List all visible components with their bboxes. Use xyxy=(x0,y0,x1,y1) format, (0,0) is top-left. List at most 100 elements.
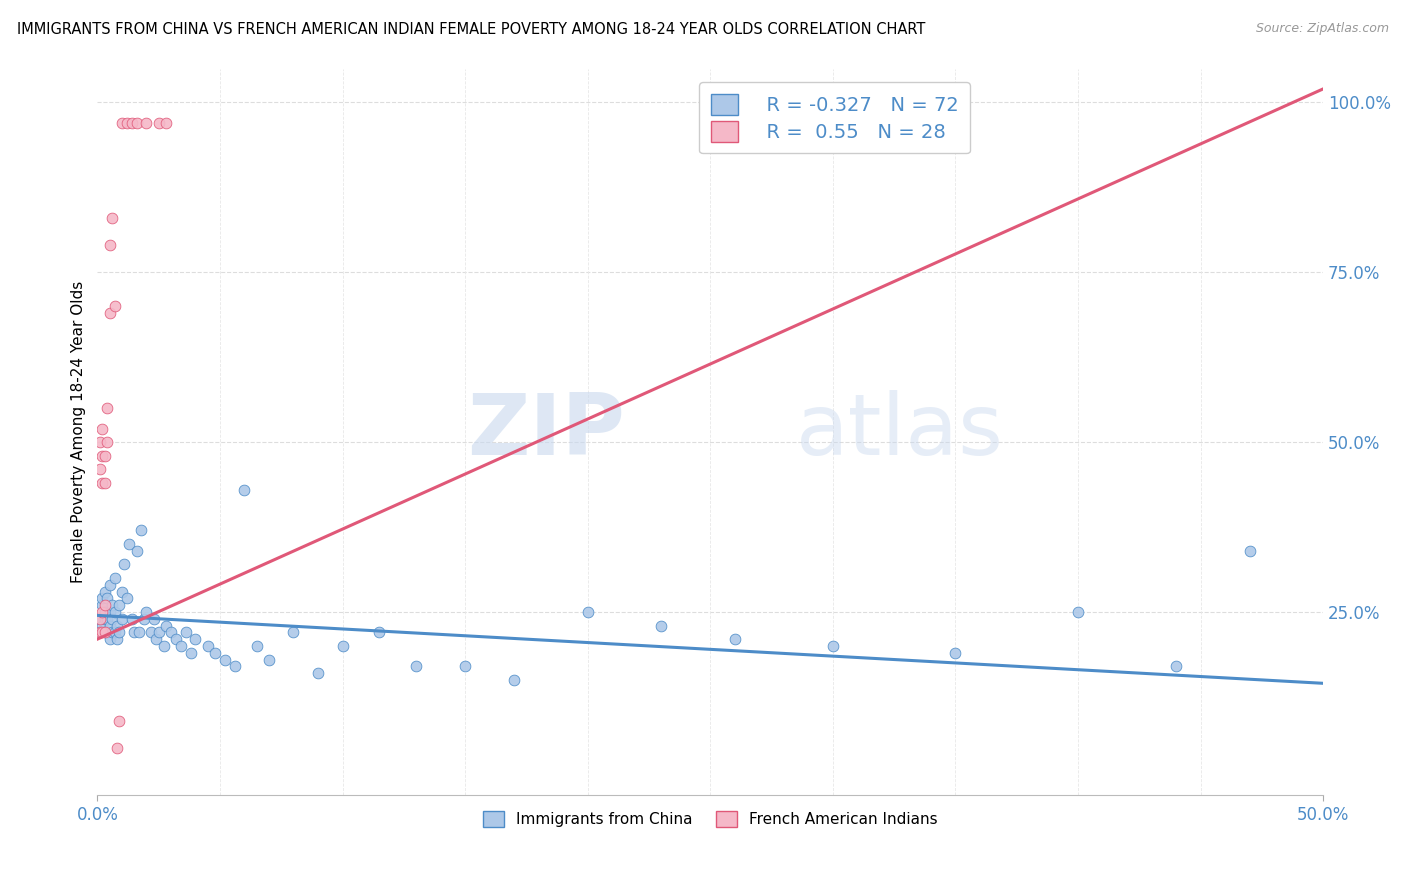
Point xyxy=(101,612,124,626)
Point xyxy=(103,299,125,313)
Point xyxy=(96,435,118,450)
Point xyxy=(91,449,114,463)
Text: ZIP: ZIP xyxy=(467,391,624,474)
Point xyxy=(307,666,329,681)
Point xyxy=(165,632,187,647)
Point xyxy=(89,612,111,626)
Point xyxy=(93,612,115,626)
Point xyxy=(121,116,143,130)
Point xyxy=(503,673,526,687)
Point xyxy=(101,598,124,612)
Text: IMMIGRANTS FROM CHINA VS FRENCH AMERICAN INDIAN FEMALE POVERTY AMONG 18-24 YEAR : IMMIGRANTS FROM CHINA VS FRENCH AMERICAN… xyxy=(17,22,925,37)
Point xyxy=(184,632,207,647)
Point xyxy=(91,421,114,435)
Point xyxy=(103,625,125,640)
Point xyxy=(332,639,354,653)
Point xyxy=(98,238,121,252)
Point xyxy=(135,116,157,130)
Point xyxy=(152,639,174,653)
Point xyxy=(1239,544,1261,558)
Point xyxy=(108,625,131,640)
Point xyxy=(115,116,138,130)
Point xyxy=(98,618,121,632)
Point xyxy=(724,632,747,647)
Point xyxy=(121,612,143,626)
Point xyxy=(170,639,193,653)
Point xyxy=(96,612,118,626)
Point xyxy=(103,571,125,585)
Point xyxy=(89,435,111,450)
Point xyxy=(125,544,148,558)
Point xyxy=(155,116,177,130)
Point xyxy=(93,625,115,640)
Point xyxy=(93,625,115,640)
Point xyxy=(204,646,226,660)
Point xyxy=(89,612,111,626)
Point xyxy=(89,625,111,640)
Point xyxy=(98,306,121,320)
Point xyxy=(131,524,153,538)
Point xyxy=(98,632,121,647)
Point xyxy=(101,625,124,640)
Point xyxy=(135,605,157,619)
Point xyxy=(89,625,111,640)
Point xyxy=(1067,605,1090,619)
Point xyxy=(142,612,165,626)
Point xyxy=(91,598,114,612)
Point xyxy=(233,483,256,497)
Point xyxy=(105,618,128,632)
Point xyxy=(155,618,177,632)
Point xyxy=(224,659,246,673)
Point xyxy=(98,605,121,619)
Point xyxy=(945,646,967,660)
Point xyxy=(112,558,135,572)
Point xyxy=(108,598,131,612)
Point xyxy=(105,740,128,755)
Point xyxy=(257,652,280,666)
Point xyxy=(148,116,170,130)
Legend: Immigrants from China, French American Indians: Immigrants from China, French American I… xyxy=(475,804,945,835)
Point xyxy=(145,632,167,647)
Point xyxy=(93,449,115,463)
Point xyxy=(179,646,201,660)
Point xyxy=(405,659,427,673)
Point xyxy=(96,591,118,606)
Point xyxy=(91,618,114,632)
Point xyxy=(132,612,155,626)
Point xyxy=(214,652,236,666)
Point xyxy=(115,591,138,606)
Point xyxy=(89,462,111,476)
Y-axis label: Female Poverty Among 18-24 Year Olds: Female Poverty Among 18-24 Year Olds xyxy=(72,281,86,583)
Point xyxy=(101,211,124,225)
Point xyxy=(118,537,141,551)
Point xyxy=(108,714,131,728)
Point xyxy=(93,584,115,599)
Point xyxy=(105,632,128,647)
Point xyxy=(1164,659,1187,673)
Point xyxy=(174,625,197,640)
Point xyxy=(111,116,134,130)
Point xyxy=(91,591,114,606)
Point xyxy=(93,598,115,612)
Point xyxy=(576,605,599,619)
Point xyxy=(91,475,114,490)
Point xyxy=(96,401,118,416)
Point xyxy=(368,625,391,640)
Point xyxy=(454,659,477,673)
Point xyxy=(283,625,305,640)
Point xyxy=(111,584,134,599)
Point xyxy=(128,625,150,640)
Point xyxy=(96,625,118,640)
Point xyxy=(148,625,170,640)
Point xyxy=(650,618,672,632)
Point xyxy=(197,639,219,653)
Text: atlas: atlas xyxy=(796,391,1004,474)
Point xyxy=(246,639,269,653)
Text: Source: ZipAtlas.com: Source: ZipAtlas.com xyxy=(1256,22,1389,36)
Point xyxy=(111,612,134,626)
Point xyxy=(91,605,114,619)
Point xyxy=(821,639,844,653)
Point xyxy=(103,605,125,619)
Point xyxy=(125,116,148,130)
Point xyxy=(141,625,163,640)
